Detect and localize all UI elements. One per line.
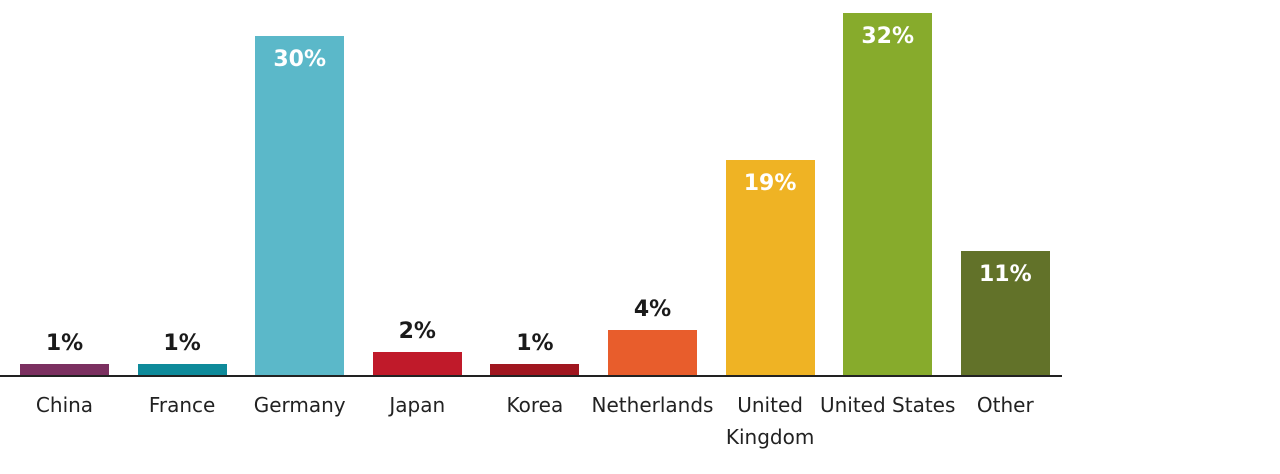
- value-label: 1%: [516, 330, 554, 356]
- x-tick-label: Korea: [506, 393, 564, 417]
- bar: [20, 363, 109, 375]
- bar: [725, 160, 815, 375]
- x-tick-label: Other: [976, 393, 1034, 417]
- value-label: 32%: [861, 24, 915, 49]
- x-tick-label: United Kingdom: [725, 393, 815, 449]
- bar: [255, 35, 345, 375]
- bar: [490, 363, 580, 375]
- x-tick-label: Japan: [389, 393, 446, 417]
- x-tick-label: France: [148, 393, 216, 417]
- value-label: 2%: [398, 319, 436, 345]
- value-label: 1%: [163, 330, 201, 356]
- x-tick-label: United States: [819, 393, 956, 417]
- bar: [137, 363, 227, 375]
- baseline: [0, 375, 1062, 377]
- x-tick-label: China: [35, 393, 94, 417]
- value-label: 1%: [45, 330, 84, 356]
- bar: [843, 13, 933, 375]
- bar: [960, 250, 1050, 375]
- value-label: 4%: [633, 296, 672, 322]
- value-label: 19%: [743, 171, 797, 197]
- value-label: 11%: [978, 261, 1032, 287]
- value-label: 30%: [273, 46, 327, 72]
- x-tick-label: Germany: [253, 393, 346, 417]
- bar: [372, 352, 462, 375]
- x-tick-label: Netherlands: [591, 393, 714, 417]
- bar: [608, 329, 697, 375]
